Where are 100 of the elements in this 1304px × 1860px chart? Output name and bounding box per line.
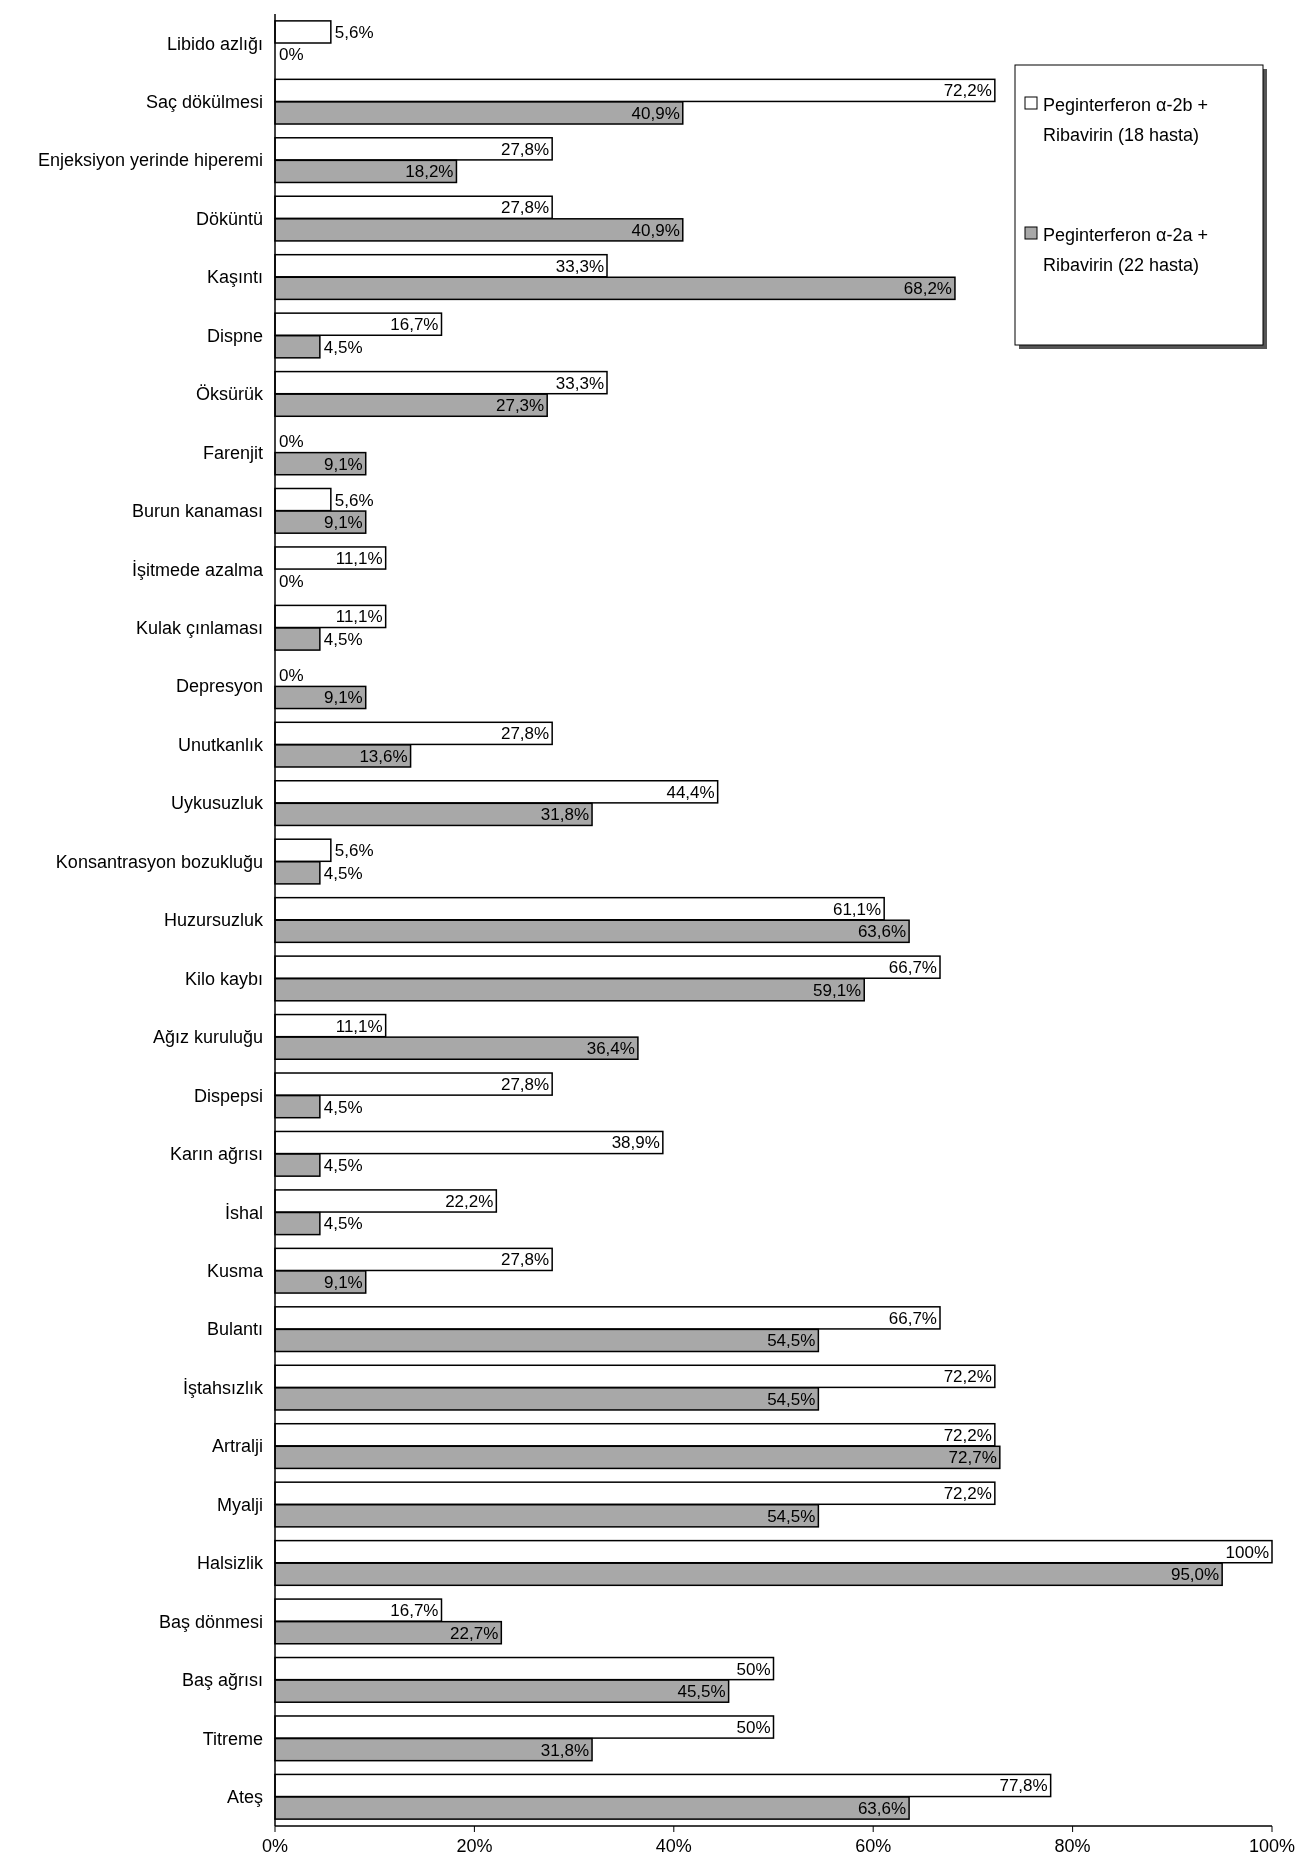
y-tick-label: İshal [224,1202,263,1223]
data-label: 4,5% [323,337,363,357]
data-label: 5,6% [334,22,374,42]
data-label: 50% [736,1717,771,1737]
data-label: 4,5% [323,1097,363,1117]
data-label: 0% [279,432,304,452]
y-tick-label: Kulak çınlaması [135,618,263,639]
y-tick-label: Ateş [226,1787,263,1808]
x-tick-label: 80% [1054,1836,1091,1856]
data-label: 33,3% [555,256,604,276]
data-label: 38,9% [611,1133,660,1153]
data-label: 63,6% [857,922,907,942]
y-tick-label: Uykusuzluk [170,793,264,814]
y-tick-label: Kaşıntı [206,267,263,288]
x-tick-label: 0% [261,1836,289,1856]
data-label: 11,1% [335,548,383,568]
data-label: 54,5% [767,1331,816,1351]
y-tick-label: Bulantı [206,1319,263,1340]
data-label: 11,1% [335,607,383,627]
y-tick-label: Dispepsi [193,1085,263,1106]
y-tick-label: İşitmede azalma [131,559,264,580]
data-label: 33,3% [555,373,604,393]
data-label: 22,7% [450,1623,499,1643]
data-label: 27,8% [500,198,550,218]
data-label: 27,3% [495,396,545,416]
y-tick-label: Unutkanlık [177,734,264,755]
legend-label: Peginterferon α-2a + Ribavirin (22 hasta) [1043,225,1209,276]
data-label: 27,8% [500,724,550,744]
data-label: 50% [736,1659,771,1679]
data-label: 54,5% [767,1389,816,1409]
data-label: 0% [279,45,304,65]
data-label: 9,1% [323,1272,363,1292]
data-label: 27,8% [500,1075,550,1095]
data-label: 72,2% [943,81,992,101]
x-tick-label: 40% [655,1836,692,1856]
y-tick-label: Artralji [211,1436,263,1457]
data-label: 4,5% [323,1156,363,1176]
y-tick-label: Myalji [216,1494,263,1515]
data-label: 16,7% [390,315,439,335]
data-label: 4,5% [323,863,363,883]
data-label: 0% [279,571,304,591]
data-label: 66,7% [888,958,937,978]
data-label: 61,1% [832,899,882,919]
data-label: 22,2% [445,1191,494,1211]
data-label: 4,5% [323,629,363,649]
y-tick-label: Dispne [206,325,263,346]
data-label: 95,0% [1170,1565,1220,1585]
y-tick-label: Karın ağrısı [169,1144,263,1165]
data-label: 5,6% [334,841,374,861]
y-tick-label: Huzursuzluk [163,910,264,931]
legend-label: Peginterferon α-2b + Ribavirin (18 hasta) [1043,95,1209,146]
x-tick-label: 20% [456,1836,493,1856]
data-label: 4,5% [323,1214,363,1234]
y-tick-label: Titreme [202,1728,263,1749]
data-label: 45,5% [677,1682,726,1702]
y-tick-label: Halsizlik [196,1553,264,1574]
data-label: 9,1% [323,513,363,533]
data-label: 40,9% [631,220,680,240]
data-label: 72,2% [943,1484,992,1504]
data-label: 77,8% [999,1776,1048,1796]
data-label: 100% [1225,1542,1269,1562]
data-label: 40,9% [631,103,680,123]
data-label: 13,6% [359,746,408,766]
y-tick-label: İştahsızlık [182,1377,264,1398]
y-tick-label: Saç dökülmesi [145,91,263,112]
data-label: 27,8% [500,1250,550,1270]
data-label: 18,2% [405,162,454,182]
x-tick-label: 100% [1248,1836,1296,1856]
y-tick-label: Depresyon [175,676,263,697]
data-label: 63,6% [857,1799,907,1819]
data-label: 66,7% [888,1308,937,1328]
data-label: 72,7% [948,1448,997,1468]
y-tick-label: Ağız kuruluğu [152,1027,263,1048]
data-label: 27,8% [500,139,550,159]
y-tick-label: Libido azlığı [166,33,263,54]
y-tick-label: Enjeksiyon yerinde hiperemi [37,150,263,171]
data-label: 16,7% [390,1601,439,1621]
data-label: 9,1% [323,688,363,708]
data-label: 5,6% [334,490,374,510]
data-label: 31,8% [540,1740,590,1760]
y-tick-label: Konsantrasyon bozukluğu [55,851,263,872]
data-label: 0% [279,665,304,685]
y-tick-label: Farenjit [202,442,263,463]
data-label: 54,5% [767,1506,816,1526]
data-label: 68,2% [903,279,952,299]
y-tick-label: Baş dönmesi [158,1611,263,1632]
data-label: 59,1% [813,980,862,1000]
y-tick-label: Kilo kaybı [184,968,263,989]
y-tick-label: Kusma [206,1261,264,1282]
data-label: 72,2% [943,1367,992,1387]
data-label: 72,2% [943,1425,992,1445]
y-tick-label: Baş ağrısı [181,1670,263,1691]
data-label: 44,4% [666,782,715,802]
data-label: 11,1% [335,1016,383,1036]
data-label: 9,1% [323,454,363,474]
y-tick-label: Döküntü [195,208,263,229]
x-tick-label: 60% [855,1836,892,1856]
data-label: 36,4% [586,1039,635,1059]
y-tick-label: Burun kanaması [131,501,263,522]
y-tick-label: Öksürük [195,384,264,405]
